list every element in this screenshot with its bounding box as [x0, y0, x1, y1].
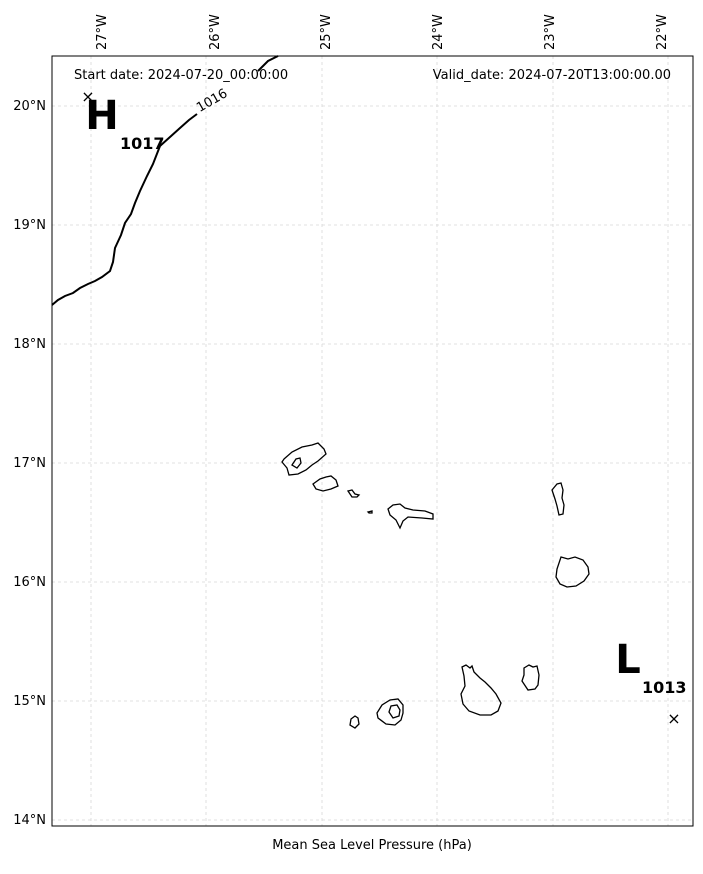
- low-pressure-center: L 1013 ×: [615, 637, 686, 728]
- lon-label: 26°W: [208, 14, 223, 50]
- lon-label: 22°W: [655, 14, 670, 50]
- island-santa-luzia: [346, 489, 361, 498]
- lat-label: 16°N: [13, 575, 46, 590]
- high-pressure-center: × H 1017: [81, 87, 164, 153]
- isobar-label-1016: 1016: [194, 86, 230, 116]
- island-sao-nicolau: [387, 503, 434, 530]
- map-frame: [51, 55, 694, 827]
- island-fogo-peak: [388, 704, 401, 719]
- island-santo-antao: [281, 442, 327, 476]
- lat-label: 14°N: [13, 813, 46, 828]
- lon-label: 27°W: [95, 14, 110, 50]
- island-sao-vicente: [312, 475, 339, 492]
- island-boa-vista: [555, 556, 590, 588]
- center-letter-low: L: [615, 637, 641, 683]
- start-date: Start date: 2024-07-20_00:00:00: [74, 68, 288, 83]
- island-fogo: [376, 698, 404, 726]
- lon-label: 23°W: [543, 14, 558, 50]
- map-gridlines: [52, 56, 693, 826]
- islands: [281, 442, 590, 729]
- isobar-1016: [51, 55, 279, 306]
- center-letter-high: H: [85, 93, 118, 139]
- island-maio: [521, 664, 540, 691]
- island-santiago: [460, 664, 502, 716]
- lon-label: 24°W: [431, 14, 446, 50]
- center-value-low: 1013: [642, 678, 687, 697]
- island-santo-antao-peak: [291, 457, 302, 469]
- island-raso: [366, 510, 373, 514]
- lat-label: 15°N: [13, 694, 46, 709]
- lon-label: 25°W: [319, 14, 334, 50]
- center-marker-high: ×: [81, 87, 94, 106]
- island-sal: [551, 482, 565, 516]
- map-xlabel: Mean Sea Level Pressure (hPa): [272, 838, 472, 853]
- lat-label: 20°N: [13, 99, 46, 114]
- island-brava: [349, 715, 360, 729]
- lat-label: 18°N: [13, 337, 46, 352]
- valid-date: Valid_date: 2024-07-20T13:00:00.00: [433, 68, 671, 83]
- lat-label: 17°N: [13, 456, 46, 471]
- lat-label: 19°N: [13, 218, 46, 233]
- center-value-high: 1017: [120, 134, 165, 153]
- center-marker-low: ×: [667, 709, 680, 728]
